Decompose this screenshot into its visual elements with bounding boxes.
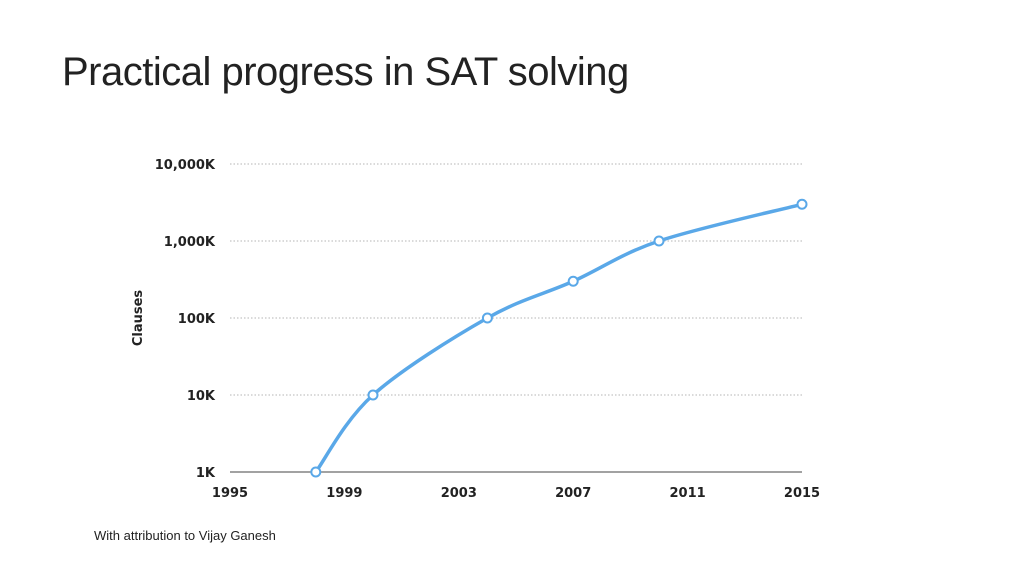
data-point — [567, 275, 579, 287]
y-tick-label: 100K — [178, 312, 216, 327]
y-tick-label: 1,000K — [164, 235, 216, 250]
y-tick-label: 10K — [187, 389, 216, 404]
y-tick-label: 10,000K — [155, 158, 216, 173]
slide-title: Practical progress in SAT solving — [62, 50, 629, 94]
attribution-footnote: With attribution to Vijay Ganesh — [94, 528, 276, 543]
x-tick-label: 1999 — [326, 486, 362, 501]
data-point — [481, 312, 493, 324]
data-point — [310, 466, 322, 478]
y-tick-label: 1K — [196, 466, 216, 481]
x-tick-label: 2015 — [784, 486, 820, 501]
data-point — [796, 198, 808, 210]
x-tick-label: 2003 — [441, 486, 477, 501]
series-line — [314, 202, 804, 474]
x-tick-label: 2007 — [555, 486, 591, 501]
x-tick-label: 2011 — [670, 486, 706, 501]
data-point — [653, 235, 665, 247]
y-axis-label: Clauses — [131, 290, 146, 347]
data-point — [367, 389, 379, 401]
x-tick-label: 1995 — [212, 486, 248, 501]
